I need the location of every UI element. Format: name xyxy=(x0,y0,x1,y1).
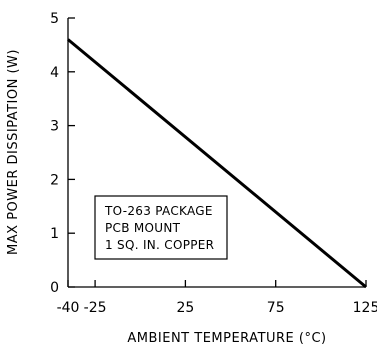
x-tick-label: 75 xyxy=(267,300,285,316)
annotation-line-1: TO-263 PACKAGE xyxy=(104,204,213,218)
annotation-line-3: 1 SQ. IN. COPPER xyxy=(105,238,214,252)
derating-line xyxy=(67,38,367,289)
series-group xyxy=(67,38,367,289)
y-axis-title: MAX POWER DISSIPATION (W) xyxy=(6,49,21,255)
x-axis-title: AMBIENT TEMPERATURE (°C) xyxy=(127,331,326,346)
y-tick-label: 1 xyxy=(50,226,59,242)
x-tick-label: -40 xyxy=(57,300,80,316)
axes xyxy=(67,18,366,288)
x-tick-label: 125 xyxy=(353,300,377,316)
y-tick-label: 0 xyxy=(50,280,59,296)
y-tick-label: 3 xyxy=(50,119,59,135)
annotation-border xyxy=(94,195,228,260)
y-tick-label: 4 xyxy=(50,65,59,81)
annotation-line-2: PCB MOUNT xyxy=(105,221,181,235)
x-tick-label: -25 xyxy=(84,300,107,316)
annotation-box: TO-263 PACKAGE PCB MOUNT 1 SQ. IN. COPPE… xyxy=(94,195,228,260)
x-tick-label: 25 xyxy=(176,300,194,316)
x-axis-ticks: -40 -25 25 75 125 xyxy=(57,280,377,316)
y-tick-label: 5 xyxy=(50,11,59,27)
y-axis-ticks: 0 1 2 3 4 5 xyxy=(50,11,75,296)
y-tick-label: 2 xyxy=(50,172,59,188)
